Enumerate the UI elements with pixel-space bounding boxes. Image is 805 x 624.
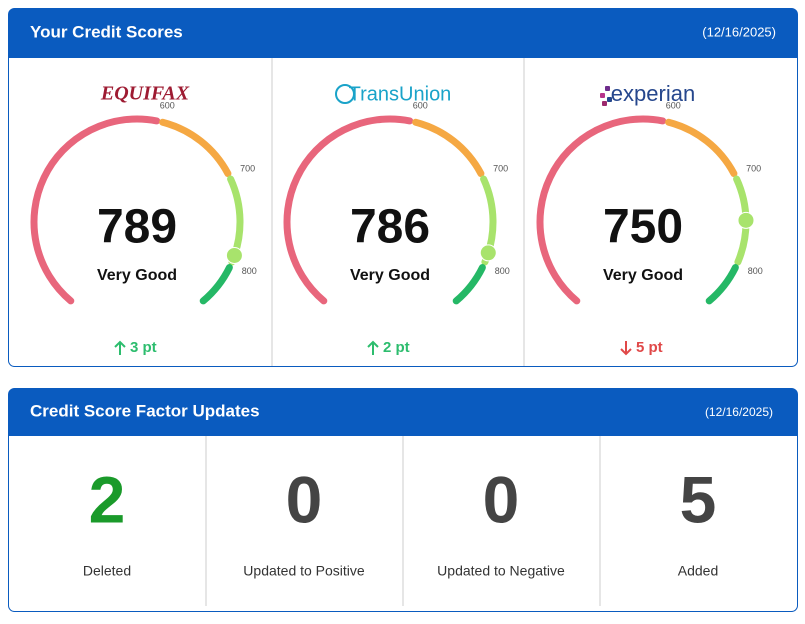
score-change: 3 pt: [130, 339, 157, 356]
factor-count: 5: [680, 462, 717, 536]
gauge-tick-label: 600: [413, 100, 428, 110]
gauge-tick-label: 700: [746, 164, 761, 174]
gauge-tick-label: 800: [242, 266, 257, 276]
score-change: 5 pt: [636, 339, 663, 356]
gauge-segment: [452, 264, 486, 305]
factor-label: Deleted: [83, 563, 131, 579]
factor-count: 0: [286, 462, 323, 536]
gauge-tick-label: 600: [160, 100, 175, 110]
gauge-segment: [536, 115, 667, 305]
factor-label: Updated to Positive: [243, 563, 365, 579]
score-indicator: [225, 246, 243, 264]
score-change: 2 pt: [383, 339, 410, 356]
gauge-tick-label: 800: [495, 266, 510, 276]
factors-date: (12/16/2025): [705, 405, 773, 419]
score-value: 786: [350, 201, 430, 254]
gauge-segment: [159, 118, 232, 178]
factors-title: Credit Score Factor Updates: [30, 401, 260, 420]
gauge-segment: [30, 115, 161, 305]
scores-date: (12/16/2025): [702, 24, 776, 39]
bureau-logo: experian: [611, 81, 695, 106]
score-rating: Very Good: [603, 267, 683, 284]
logo-icon: [335, 84, 355, 104]
gauge-segment: [283, 115, 414, 305]
score-rating: Very Good: [350, 267, 430, 284]
bureau-logo: TransUnion: [349, 83, 452, 105]
factor-count: 0: [483, 462, 520, 536]
factor-label: Updated to Negative: [437, 563, 565, 579]
gauge-tick-label: 700: [493, 164, 508, 174]
gauge-segment: [705, 264, 739, 305]
logo-icon: [607, 97, 612, 102]
score-indicator: [479, 244, 497, 262]
score-rating: Very Good: [97, 267, 177, 284]
logo-icon: [600, 93, 605, 98]
score-value: 789: [97, 201, 177, 254]
scores-header: [8, 8, 798, 58]
gauge-tick-label: 700: [240, 164, 255, 174]
change-arrow: [114, 340, 126, 355]
gauge-tick-label: 600: [666, 100, 681, 110]
logo-icon: [605, 86, 610, 91]
change-arrow: [620, 341, 632, 356]
factor-count: 2: [89, 462, 126, 536]
gauge-segment: [199, 264, 233, 305]
change-arrow: [367, 340, 379, 355]
scores-title: Your Credit Scores: [30, 22, 183, 41]
logo-icon: [602, 101, 607, 106]
factor-label: Added: [678, 563, 718, 579]
bureau-logo: EQUIFAX: [100, 83, 190, 105]
scores-panel: [8, 8, 798, 367]
score-value: 750: [603, 201, 683, 254]
score-indicator: [737, 211, 755, 229]
gauge-tick-label: 800: [748, 266, 763, 276]
gauge-segment: [665, 118, 738, 178]
gauge-segment: [412, 118, 485, 178]
factors-header: [8, 388, 798, 436]
